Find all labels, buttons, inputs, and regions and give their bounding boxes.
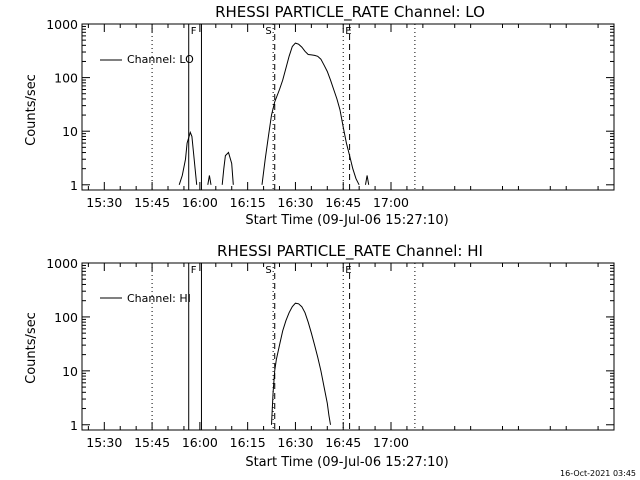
- hi-x-axis-label: Start Time (09-Jul-06 15:27:10): [245, 455, 448, 470]
- x-tick-label: 15:45: [134, 195, 170, 210]
- x-tick-label: 16:30: [277, 435, 313, 450]
- x-tick-label: 16:00: [182, 435, 218, 450]
- x-tick-label: 16:45: [325, 195, 361, 210]
- generation-timestamp: 16-Oct-2021 03:45: [560, 469, 636, 478]
- plot-frame: [81, 23, 615, 191]
- hi-channel-panel: RHESSI PARTICLE_RATE Channel: HI Start T…: [24, 242, 615, 470]
- x-tick-label: 15:30: [86, 435, 122, 450]
- series-line-segment: [271, 302, 331, 425]
- lo-channel-panel: RHESSI PARTICLE_RATE Channel: LO Start T…: [24, 3, 615, 228]
- series-line-segment: [207, 175, 212, 185]
- s-marker-label: S: [265, 26, 271, 37]
- plot-frame: [81, 262, 615, 431]
- series-line-segment: [261, 42, 360, 186]
- s-marker-label: S: [265, 265, 271, 276]
- series-line-segment: [178, 130, 198, 185]
- x-tick-label: 15:45: [134, 435, 170, 450]
- lo-legend-label: Channel: LO: [127, 53, 194, 66]
- x-tick-label: 16:45: [325, 435, 361, 450]
- y-tick-label: 1: [70, 178, 78, 193]
- lo-panel-title: RHESSI PARTICLE_RATE Channel: LO: [215, 3, 485, 22]
- x-tick-label: 16:15: [230, 435, 266, 450]
- hi-y-axis-label: Counts/sec: [24, 312, 39, 384]
- e-marker-label: E: [345, 265, 351, 276]
- hi-legend-label: Channel: HI: [127, 292, 191, 305]
- x-tick-label: 17:00: [373, 195, 409, 210]
- x-tick-label: 16:00: [182, 195, 218, 210]
- y-tick-label: 1000: [46, 17, 78, 32]
- x-tick-label: 17:00: [373, 435, 409, 450]
- lo-x-axis-label: Start Time (09-Jul-06 15:27:10): [245, 213, 448, 228]
- e-marker-label: E: [345, 26, 351, 37]
- x-tick-label: 15:30: [86, 195, 122, 210]
- y-tick-label: 1: [70, 418, 78, 433]
- series-line-segment: [221, 151, 234, 185]
- y-tick-label: 1000: [46, 256, 78, 271]
- x-tick-label: 16:30: [277, 195, 313, 210]
- y-tick-label: 100: [54, 310, 78, 325]
- x-tick-label: 16:15: [230, 195, 266, 210]
- y-tick-label: 10: [62, 124, 78, 139]
- y-tick-label: 10: [62, 364, 78, 379]
- f-marker-label: F: [191, 265, 197, 276]
- y-tick-label: 100: [54, 71, 78, 86]
- lo-y-axis-label: Counts/sec: [24, 74, 39, 146]
- series-line-segment: [365, 175, 370, 185]
- hi-panel-title: RHESSI PARTICLE_RATE Channel: HI: [217, 242, 483, 261]
- f-marker-label: F: [191, 26, 197, 37]
